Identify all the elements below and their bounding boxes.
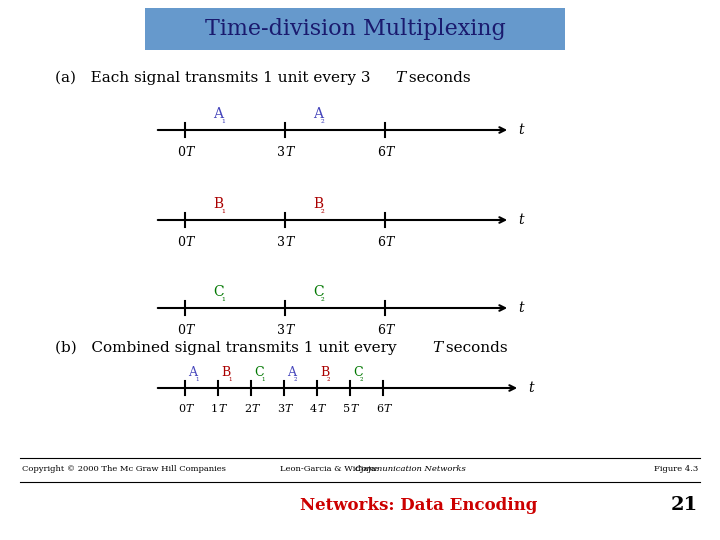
Text: ₂: ₂ — [294, 374, 297, 383]
Text: T: T — [317, 404, 325, 414]
Text: ₂: ₂ — [360, 374, 364, 383]
Text: T: T — [385, 324, 393, 337]
Text: A: A — [188, 366, 197, 379]
Text: ₂: ₂ — [321, 206, 325, 215]
Text: 0: 0 — [177, 146, 185, 159]
Text: Figure 4.3: Figure 4.3 — [654, 465, 698, 473]
Text: Time-division Multiplexing: Time-division Multiplexing — [204, 18, 505, 40]
Text: t: t — [518, 123, 523, 137]
Text: 21: 21 — [671, 496, 698, 514]
Text: T: T — [185, 236, 194, 249]
Text: 0: 0 — [177, 236, 185, 249]
Text: T: T — [185, 324, 194, 337]
Text: 6: 6 — [377, 146, 385, 159]
Text: 6: 6 — [377, 236, 385, 249]
Text: T: T — [218, 404, 225, 414]
Text: B: B — [221, 366, 230, 379]
Text: seconds: seconds — [441, 341, 508, 355]
Text: T: T — [285, 324, 293, 337]
Text: C: C — [353, 366, 363, 379]
Text: B: B — [313, 197, 323, 211]
Text: T: T — [285, 236, 293, 249]
Text: (a)   Each signal transmits 1 unit every 3: (a) Each signal transmits 1 unit every 3 — [55, 71, 371, 85]
Text: T: T — [350, 404, 357, 414]
Text: t: t — [528, 381, 534, 395]
Text: 6: 6 — [377, 324, 385, 337]
Text: t: t — [518, 301, 523, 315]
Text: ₁: ₁ — [221, 294, 225, 303]
Text: T: T — [383, 404, 390, 414]
Text: ₁: ₁ — [228, 374, 232, 383]
Text: ₂: ₂ — [321, 294, 325, 303]
Text: 3: 3 — [277, 236, 285, 249]
Text: T: T — [185, 404, 192, 414]
Text: T: T — [284, 404, 292, 414]
Text: 3: 3 — [277, 404, 284, 414]
Text: T: T — [385, 236, 393, 249]
Text: ₁: ₁ — [221, 116, 225, 125]
Text: 5: 5 — [343, 404, 350, 414]
Text: T: T — [251, 404, 258, 414]
Text: Networks: Data Encoding: Networks: Data Encoding — [300, 496, 537, 514]
Text: B: B — [320, 366, 329, 379]
Text: ₁: ₁ — [221, 206, 225, 215]
Text: T: T — [385, 146, 393, 159]
Text: 0: 0 — [178, 404, 185, 414]
Text: ₁: ₁ — [195, 374, 199, 383]
Text: t: t — [518, 213, 523, 227]
Text: (b)   Combined signal transmits 1 unit every: (b) Combined signal transmits 1 unit eve… — [55, 341, 402, 355]
Text: C: C — [313, 285, 323, 299]
Text: A: A — [287, 366, 296, 379]
Text: Leon-Garcia & Widjaja:: Leon-Garcia & Widjaja: — [280, 465, 384, 473]
Text: A: A — [213, 107, 223, 121]
Text: 1: 1 — [211, 404, 218, 414]
Text: C: C — [213, 285, 224, 299]
Text: 3: 3 — [277, 146, 285, 159]
Text: ₂: ₂ — [327, 374, 330, 383]
Text: A: A — [313, 107, 323, 121]
Text: 0: 0 — [177, 324, 185, 337]
Text: T: T — [395, 71, 405, 85]
Text: B: B — [213, 197, 223, 211]
Text: ₁: ₁ — [261, 374, 264, 383]
Text: T: T — [185, 146, 194, 159]
Text: 2: 2 — [244, 404, 251, 414]
Text: ₂: ₂ — [321, 116, 325, 125]
Text: 4: 4 — [310, 404, 317, 414]
Text: Copyright © 2000 The Mc Graw Hill Companies: Copyright © 2000 The Mc Graw Hill Compan… — [22, 465, 226, 473]
Text: Communication Networks: Communication Networks — [355, 465, 466, 473]
Text: C: C — [254, 366, 264, 379]
FancyBboxPatch shape — [145, 8, 565, 50]
Text: T: T — [285, 146, 293, 159]
Text: 6: 6 — [376, 404, 383, 414]
Text: 3: 3 — [277, 324, 285, 337]
Text: T: T — [432, 341, 442, 355]
Text: seconds: seconds — [404, 71, 471, 85]
